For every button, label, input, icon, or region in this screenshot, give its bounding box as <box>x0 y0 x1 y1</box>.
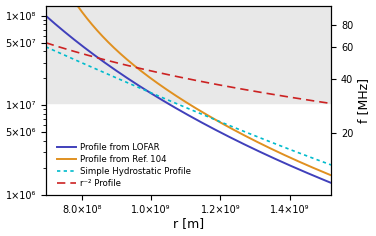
Y-axis label: f [MHz]: f [MHz] <box>358 78 370 123</box>
Bar <box>46 6 331 103</box>
X-axis label: r [m]: r [m] <box>173 217 204 230</box>
Legend: Profile from LOFAR, Profile from Ref. 104, Simple Hydrostatic Profile, r⁻² Profi: Profile from LOFAR, Profile from Ref. 10… <box>56 142 192 189</box>
